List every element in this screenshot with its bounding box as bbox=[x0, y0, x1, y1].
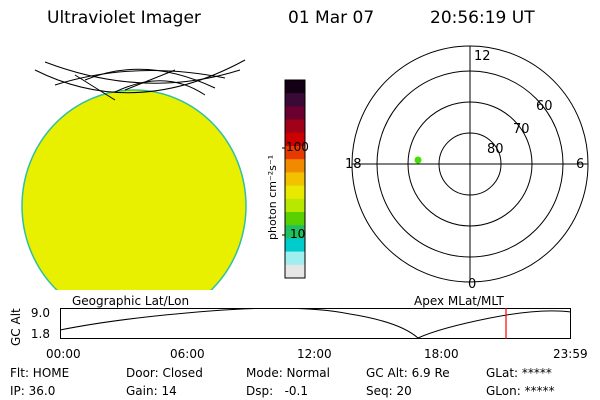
colorbar-band bbox=[285, 212, 305, 226]
x-tick-0600: 06:00 bbox=[170, 347, 205, 361]
ring-label-80: 80 bbox=[487, 142, 504, 157]
aurora-spot bbox=[414, 156, 422, 164]
colorbar-band bbox=[285, 146, 305, 160]
colorbar-band bbox=[285, 251, 305, 266]
instrument-title: Ultraviolet Imager bbox=[47, 8, 201, 28]
ip-status: IP: 36.0 bbox=[10, 384, 56, 398]
colorbar-band bbox=[285, 159, 305, 173]
hour-label-0: 0 bbox=[468, 277, 476, 292]
hour-label-6: 6 bbox=[576, 157, 584, 172]
colorbar-tick-label-10: 10 bbox=[290, 227, 306, 241]
time-label: 20:56:19 UT bbox=[430, 8, 535, 28]
ring-label-60: 60 bbox=[536, 99, 553, 114]
timeline-y-label: GC Alt bbox=[9, 308, 23, 346]
hour-label-12: 12 bbox=[474, 49, 491, 64]
colorbar-unit-label: photon cm⁻²s⁻¹ bbox=[266, 155, 279, 240]
svg-text:GC Alt: GC Alt bbox=[9, 308, 23, 346]
glon-status: GLon: ***** bbox=[486, 384, 555, 398]
colorbar-band bbox=[285, 172, 305, 187]
colorbar-band bbox=[285, 80, 305, 94]
glat-status: GLat: ***** bbox=[486, 366, 552, 380]
dsp-status: Dsp: -0.1 bbox=[246, 384, 309, 398]
colorbar-frame bbox=[284, 79, 306, 279]
colorbar: photon cm⁻²s⁻¹ bbox=[266, 79, 306, 279]
altitude-timeline bbox=[60, 308, 572, 339]
date-label: 01 Mar 07 bbox=[288, 8, 375, 28]
y-tick-9: 9.0 bbox=[30, 306, 50, 320]
x-tick-1800: 18:00 bbox=[424, 347, 459, 361]
x-tick-0000: 00:00 bbox=[46, 347, 81, 361]
colorbar-band bbox=[285, 225, 305, 239]
colorbar-band bbox=[285, 119, 305, 134]
hour-label-18: 18 bbox=[345, 157, 362, 172]
colorbar-gradient bbox=[285, 80, 305, 279]
ring-label-70: 70 bbox=[513, 122, 530, 137]
colorbar-tick-label-100: 100 bbox=[286, 140, 309, 154]
colorbar-band bbox=[285, 185, 305, 200]
y-tick-1.8: 1.8 bbox=[30, 327, 50, 341]
colorbar-band bbox=[285, 93, 305, 107]
map-graticule bbox=[34, 59, 246, 101]
timeline-right-title: Apex MLat/MLT bbox=[414, 294, 504, 308]
altitude-curve bbox=[60, 308, 572, 339]
colorbar-band bbox=[285, 198, 305, 213]
colorbar-band bbox=[285, 264, 305, 279]
colorbar-band bbox=[285, 106, 305, 121]
timeline-left-title: Geographic Lat/Lon bbox=[72, 294, 190, 308]
polar-plot: 60 70 80 12 18 6 0 bbox=[345, 45, 589, 292]
x-tick-1200: 12:00 bbox=[297, 347, 332, 361]
timeline-frame bbox=[60, 308, 571, 339]
filter-status: Flt: HOME bbox=[10, 366, 70, 380]
colorbar-band bbox=[285, 132, 305, 147]
door-status: Door: Closed bbox=[126, 366, 203, 380]
uv-globe-image bbox=[21, 59, 247, 290]
x-tick-2359: 23:59 bbox=[553, 347, 588, 361]
gain-status: Gain: 14 bbox=[126, 384, 177, 398]
colorbar-band bbox=[285, 238, 305, 253]
globe-disk bbox=[21, 89, 247, 290]
seq-status: Seq: 20 bbox=[366, 384, 412, 398]
mode-status: Mode: Normal bbox=[246, 366, 330, 380]
gc-alt-status: GC Alt: 6.9 Re bbox=[366, 366, 450, 380]
